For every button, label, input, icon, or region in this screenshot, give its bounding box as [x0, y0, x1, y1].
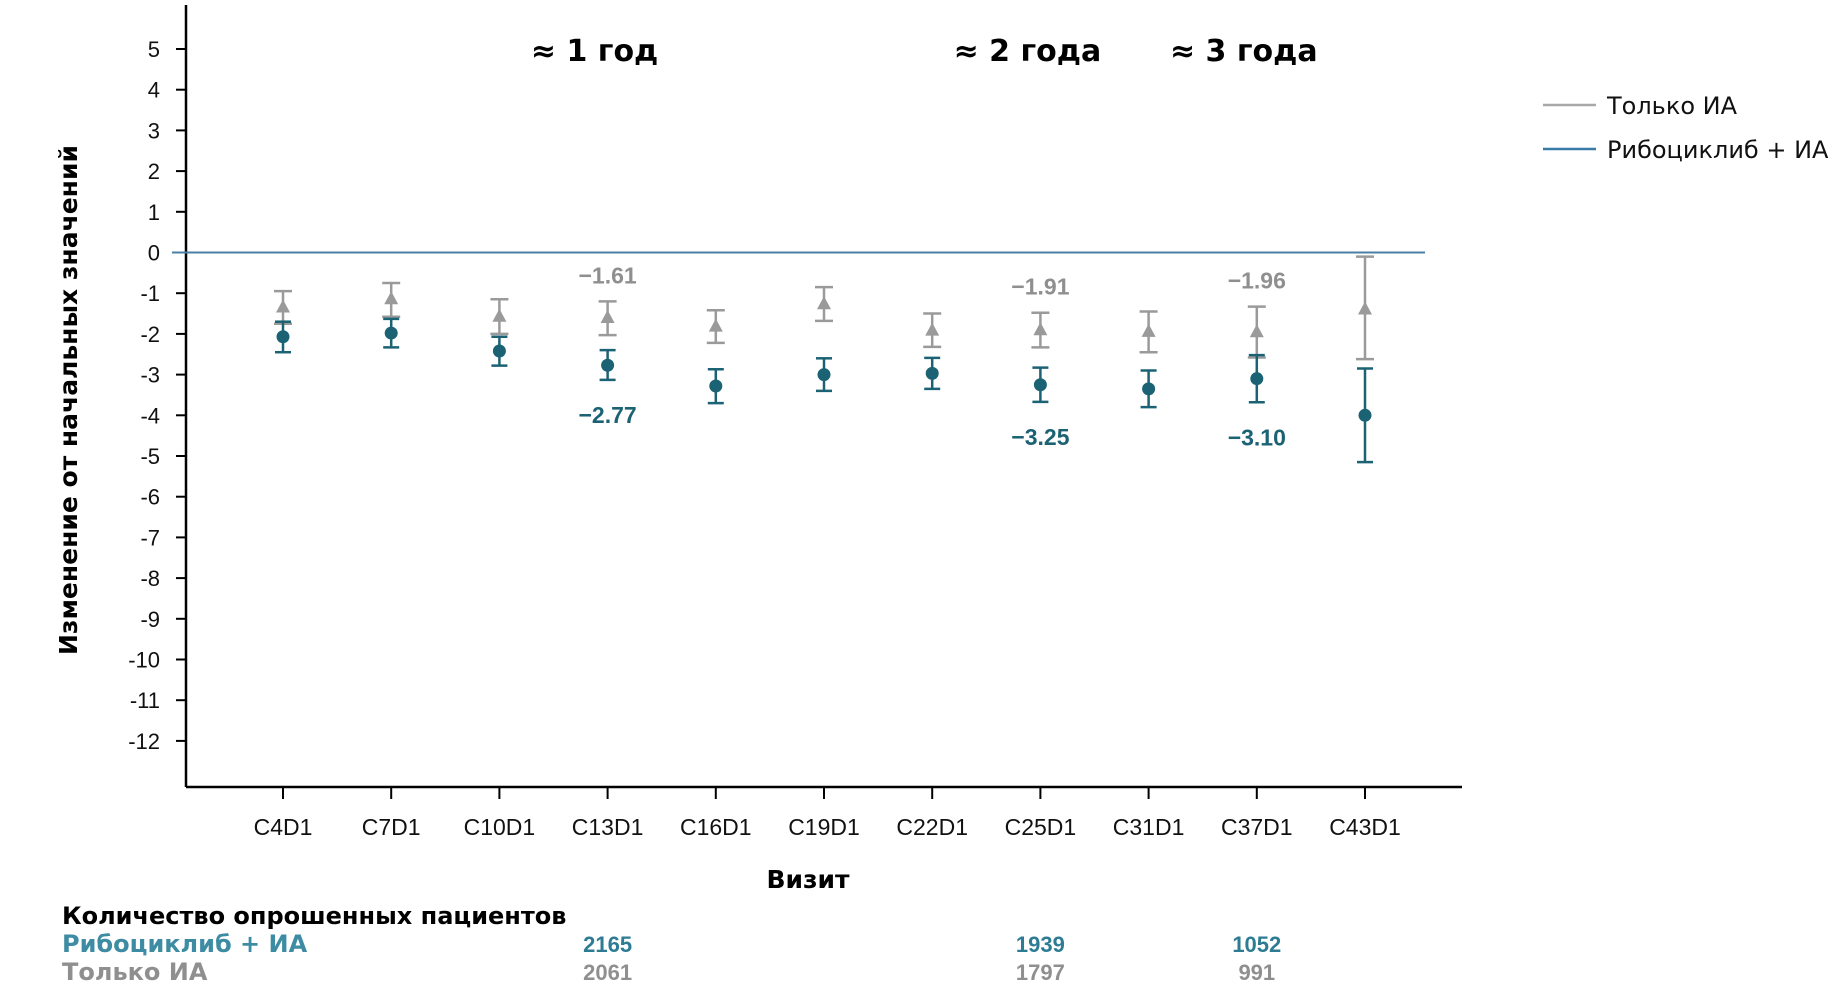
- data-point-circle: [384, 326, 398, 340]
- y-tick-label: 0: [148, 241, 160, 266]
- y-tick-label: 1: [148, 200, 160, 225]
- patients-count: 1939: [1016, 932, 1065, 957]
- x-tick-label: C13D1: [572, 814, 644, 840]
- x-tick-label: C31D1: [1113, 814, 1185, 840]
- period-label: ≈ 1 год: [531, 34, 658, 69]
- patients-count: 2061: [583, 960, 632, 985]
- patients-row-label: Рибоциклиб + ИА: [62, 930, 308, 958]
- x-tick-label: C37D1: [1221, 814, 1293, 840]
- x-tick-label: C19D1: [788, 814, 860, 840]
- data-point-circle: [601, 358, 615, 372]
- data-point-triangle: [1033, 322, 1048, 336]
- y-tick-label: -6: [140, 485, 160, 510]
- x-tick-label: C25D1: [1005, 814, 1077, 840]
- data-point-circle: [1358, 408, 1372, 422]
- data-point-circle: [1033, 378, 1047, 392]
- patients-row-label: Только ИА: [62, 958, 208, 986]
- y-tick-label: -12: [128, 729, 160, 754]
- data-point-triangle: [276, 299, 290, 313]
- patients-count: 991: [1238, 960, 1275, 985]
- patients-count: 1052: [1232, 932, 1281, 957]
- y-tick-label: -8: [140, 566, 160, 591]
- period-label: ≈ 3 года: [1170, 34, 1318, 69]
- patients-table-title: Количество опрошенных пациентов: [62, 902, 566, 930]
- y-axis-title: Изменение от начальных значений: [54, 145, 83, 655]
- y-tick-label: 5: [148, 37, 160, 62]
- x-tick-label: C43D1: [1329, 814, 1401, 840]
- x-tick-label: C16D1: [680, 814, 752, 840]
- x-tick-label: C4D1: [254, 814, 313, 840]
- data-point-circle: [1142, 382, 1156, 396]
- data-point-triangle: [708, 318, 723, 332]
- value-annotation: −2.77: [578, 402, 636, 428]
- y-tick-label: 2: [148, 159, 160, 184]
- x-tick-label: C7D1: [362, 814, 421, 840]
- data-point-triangle: [1141, 323, 1156, 337]
- y-tick-label: -4: [140, 403, 160, 428]
- data-point-triangle: [1358, 301, 1372, 315]
- x-axis-title: Визит: [766, 865, 850, 894]
- value-annotation: −1.91: [1011, 274, 1069, 300]
- x-tick-label: C22D1: [896, 814, 968, 840]
- y-tick-label: -1: [140, 281, 160, 306]
- period-label: ≈ 2 года: [954, 34, 1102, 69]
- data-point-circle: [1250, 372, 1264, 386]
- y-tick-label: -5: [140, 444, 160, 469]
- y-tick-label: -2: [140, 322, 160, 347]
- x-tick-label: C10D1: [464, 814, 536, 840]
- value-annotation: −1.96: [1228, 268, 1286, 294]
- y-tick-label: 3: [148, 118, 160, 143]
- y-tick-label: -7: [140, 525, 160, 550]
- legend-label: Рибоциклиб + ИА: [1607, 136, 1829, 164]
- data-point-triangle: [1249, 324, 1264, 338]
- data-point-circle: [709, 379, 723, 393]
- data-point-circle: [276, 330, 290, 344]
- legend-label: Только ИА: [1606, 92, 1738, 120]
- data-point-triangle: [925, 322, 940, 336]
- value-annotation: −1.61: [578, 262, 636, 288]
- value-annotation: −3.25: [1011, 424, 1069, 450]
- y-tick-label: 4: [148, 78, 160, 103]
- patients-count: 2165: [583, 932, 632, 957]
- y-tick-label: -3: [140, 363, 160, 388]
- y-tick-label: -10: [128, 648, 160, 673]
- patients-count: 1797: [1016, 960, 1065, 985]
- data-point-circle: [492, 344, 506, 358]
- data-point-triangle: [817, 296, 831, 310]
- y-tick-label: -9: [140, 607, 160, 632]
- value-annotation: −3.10: [1228, 424, 1286, 450]
- data-point-circle: [817, 368, 831, 382]
- y-tick-label: -11: [130, 688, 160, 713]
- data-point-circle: [925, 366, 939, 380]
- data-point-triangle: [492, 308, 507, 322]
- data-point-triangle: [600, 310, 615, 324]
- data-point-triangle: [384, 291, 399, 305]
